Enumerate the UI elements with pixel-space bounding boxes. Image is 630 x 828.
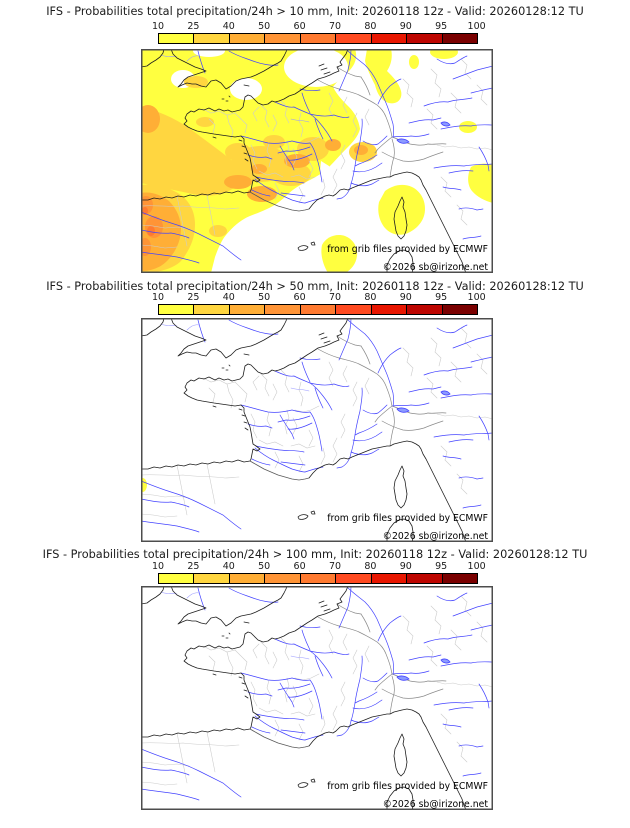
colorbar-tick-label: 95 [435, 561, 448, 572]
colorbar-segment [159, 305, 195, 314]
colorbar-segment [407, 305, 443, 314]
colorbar [158, 304, 478, 315]
precip-map-10mm: from grib files provided by ECMWF ©2026 … [141, 49, 493, 273]
colorbar-labels: 10 25 40 50 60 70 80 90 95 100 [152, 292, 486, 303]
colorbar-segment [336, 574, 372, 583]
colorbar-tick-label: 70 [328, 561, 342, 572]
colorbar-tick-label: 10 [151, 21, 165, 32]
colorbar-labels: 10 25 40 50 60 70 80 90 95 100 [152, 21, 486, 32]
precip-overlay-10mm [141, 49, 493, 273]
colorbar-tick-label: 40 [222, 561, 235, 572]
colorbar-tick-label: 60 [293, 21, 306, 32]
map-canvas-50mm: from grib files provided by ECMWF ©2026 … [141, 318, 493, 542]
colorbar-tick-label: 50 [258, 292, 271, 303]
colorbar-segment [442, 574, 477, 583]
colorbar-segment [407, 34, 443, 43]
colorbar-segment [407, 574, 443, 583]
colorbar-segment [194, 305, 230, 314]
colorbar-tick-label: 50 [258, 561, 271, 572]
colorbar-labels: 10 25 40 50 60 70 80 90 95 100 [152, 561, 486, 572]
colorbar-tick-label: 40 [222, 292, 235, 303]
colorbar-segment [336, 34, 372, 43]
attribution-ecmwf: from grib files provided by ECMWF [327, 513, 488, 524]
colorbar-tick-label: 50 [258, 21, 271, 32]
colorbar-segment [265, 574, 301, 583]
colorbar-segment [229, 574, 266, 583]
attribution-copyright: ©2026 sb@irizone.net [383, 799, 489, 810]
colorbar-segment [371, 574, 408, 583]
colorbar-segment [265, 34, 301, 43]
colorbar-tick-label: 60 [293, 561, 306, 572]
colorbar-segment [229, 305, 266, 314]
map-canvas-10mm: from grib files provided by ECMWF ©2026 … [141, 49, 493, 273]
colorbar-tick-label: 80 [364, 292, 377, 303]
colorbar-segment [300, 34, 337, 43]
map-canvas-100mm: from grib files provided by ECMWF ©2026 … [141, 586, 493, 810]
colorbar-segment [300, 574, 337, 583]
colorbar-tick-label: 70 [328, 21, 342, 32]
colorbar-tick-label: 40 [222, 21, 235, 32]
attribution-ecmwf: from grib files provided by ECMWF [327, 244, 488, 255]
precip-map-100mm: from grib files provided by ECMWF ©2026 … [141, 586, 493, 810]
colorbar-tick-label: 100 [467, 292, 486, 303]
colorbar-tick-label: 25 [187, 292, 200, 303]
colorbar-tick-label: 60 [293, 292, 306, 303]
colorbar [158, 33, 478, 44]
precip-map-50mm: from grib files provided by ECMWF ©2026 … [141, 318, 493, 542]
colorbar-tick-label: 90 [399, 21, 412, 32]
panel-title: IFS - Probabilities total precipitation/… [46, 5, 584, 18]
colorbar-tick-label: 90 [399, 292, 412, 303]
colorbar-segment [442, 305, 477, 314]
colorbar-segment [371, 34, 408, 43]
colorbar-tick-label: 100 [467, 21, 486, 32]
colorbar-tick-label: 25 [187, 21, 200, 32]
colorbar-tick-label: 95 [435, 21, 448, 32]
panel-title: IFS - Probabilities total precipitation/… [42, 548, 588, 561]
attribution-copyright: ©2026 sb@irizone.net [383, 531, 489, 542]
colorbar-tick-label: 90 [399, 561, 412, 572]
colorbar-tick-label: 100 [467, 561, 486, 572]
colorbar-tick-label: 10 [151, 561, 165, 572]
colorbar-segment [265, 305, 301, 314]
colorbar-tick-label: 80 [364, 21, 377, 32]
colorbar-tick-label: 25 [187, 561, 200, 572]
attribution-copyright: ©2026 sb@irizone.net [383, 262, 489, 273]
attribution-ecmwf: from grib files provided by ECMWF [327, 781, 488, 792]
colorbar-segment [229, 34, 266, 43]
panel-title: IFS - Probabilities total precipitation/… [46, 280, 584, 293]
colorbar-tick-label: 80 [364, 561, 377, 572]
colorbar-segment [194, 574, 230, 583]
colorbar-tick-label: 10 [151, 292, 165, 303]
colorbar-segment [159, 34, 195, 43]
colorbar-segment [159, 574, 195, 583]
colorbar-segment [442, 34, 477, 43]
colorbar-segment [336, 305, 372, 314]
colorbar-tick-label: 70 [328, 292, 342, 303]
colorbar [158, 573, 478, 584]
colorbar-segment [194, 34, 230, 43]
colorbar-tick-label: 95 [435, 292, 448, 303]
colorbar-segment [300, 305, 337, 314]
colorbar-segment [371, 305, 408, 314]
